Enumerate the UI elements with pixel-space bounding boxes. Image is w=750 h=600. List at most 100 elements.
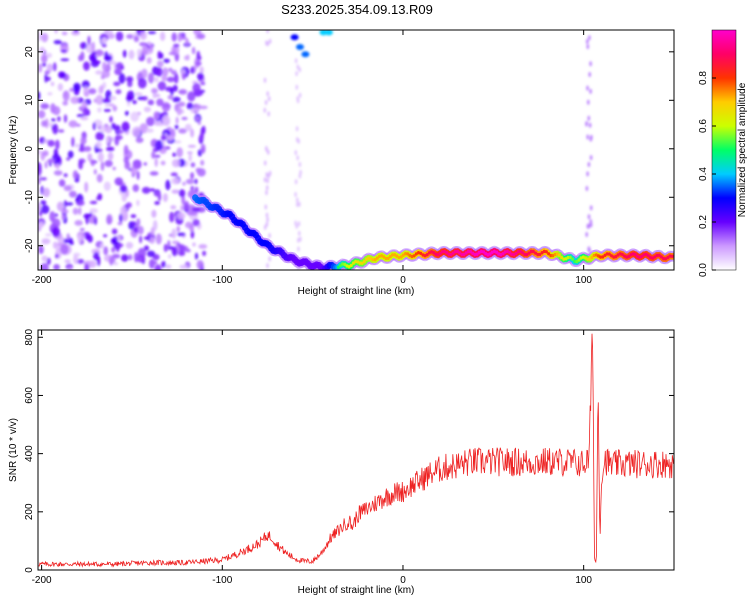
- noise-blob: [102, 97, 111, 104]
- noise-blob: [267, 149, 270, 155]
- noise-blob: [117, 130, 124, 134]
- ridge-mark: [518, 249, 522, 254]
- noise-blob: [105, 55, 113, 62]
- noise-blob: [51, 226, 61, 238]
- ridge-mark: [436, 253, 440, 257]
- ridge-mark: [514, 251, 518, 256]
- noise-blob: [109, 257, 116, 264]
- noise-blob: [57, 116, 61, 122]
- ridge-mark: [466, 249, 470, 254]
- noise-blob: [151, 151, 156, 159]
- noise-blob: [179, 264, 189, 269]
- noise-blob: [587, 246, 590, 252]
- noise-blob: [107, 152, 114, 161]
- noise-blob: [80, 42, 87, 50]
- noise-blob: [295, 126, 299, 132]
- noise-blob: [141, 44, 149, 56]
- ridge-mark: [527, 251, 531, 255]
- noise-blob: [194, 252, 199, 260]
- noise-blob: [74, 220, 83, 226]
- noise-blob: [83, 61, 90, 71]
- noise-blob: [134, 92, 143, 96]
- noise-blob: [46, 63, 54, 73]
- ridge-mark: [560, 255, 564, 260]
- noise-blob: [183, 200, 190, 211]
- ridge-mark: [349, 263, 353, 268]
- noise-blob: [202, 250, 207, 256]
- noise-blob: [44, 70, 50, 75]
- noise-blob: [68, 267, 72, 270]
- noise-blob: [44, 73, 48, 83]
- noise-blob: [197, 121, 201, 125]
- noise-blob: [87, 153, 93, 162]
- noise-blob: [70, 96, 79, 105]
- noise-blob: [73, 30, 79, 33]
- noise-blob: [154, 264, 162, 270]
- noise-blob: [173, 43, 180, 48]
- ridge-mark: [614, 255, 618, 259]
- noise-blob: [589, 219, 592, 225]
- noise-blob: [181, 195, 186, 205]
- noise-blob: [150, 227, 155, 236]
- y-tick-label: -20: [24, 238, 35, 253]
- noise-blob: [147, 41, 152, 46]
- figure-title: S233.2025.354.09.13.R09: [281, 2, 433, 17]
- noise-blob: [156, 98, 164, 107]
- ridge-mark: [406, 252, 410, 256]
- y-tick-label: 0: [24, 567, 35, 573]
- noise-blob: [146, 57, 152, 64]
- noise-blob: [75, 197, 80, 203]
- noise-blob: [117, 221, 123, 226]
- noise-blob: [105, 125, 112, 134]
- noise-blob: [296, 64, 299, 70]
- noise-blob: [106, 146, 115, 152]
- ridge-mark: [341, 262, 345, 266]
- noise-blob: [100, 161, 105, 171]
- noise-blob: [160, 134, 167, 141]
- noise-blob: [178, 128, 187, 134]
- noise-blob: [119, 213, 123, 223]
- noise-blob: [107, 33, 115, 39]
- noise-blob: [38, 245, 44, 255]
- x-tick-label: 0: [400, 575, 406, 586]
- noise-blob: [190, 67, 194, 74]
- noise-blob: [194, 186, 199, 194]
- colorbar-tick-label: 0.6: [698, 119, 709, 133]
- noise-blob: [40, 200, 47, 205]
- noise-blob: [58, 179, 66, 187]
- noise-blob: [170, 205, 177, 210]
- ridge-mark: [620, 252, 624, 257]
- noise-blob: [294, 58, 298, 64]
- noise-blob: [173, 140, 182, 144]
- noise-blob: [160, 160, 166, 166]
- noise-blob: [105, 135, 110, 144]
- noise-blob: [120, 206, 127, 216]
- noise-blob: [298, 173, 302, 179]
- noise-blob: [196, 260, 204, 270]
- noise-blob: [101, 43, 107, 48]
- noise-blob: [170, 172, 178, 177]
- noise-blob: [80, 116, 89, 121]
- ridge-mark: [462, 252, 466, 257]
- noise-blob: [298, 201, 301, 207]
- noise-blob: [184, 55, 189, 61]
- noise-blob: [588, 122, 592, 128]
- noise-blob: [103, 234, 108, 238]
- colorbar-tick-label: 0.2: [698, 215, 709, 229]
- noise-blob: [93, 169, 97, 175]
- noise-blob: [83, 146, 92, 152]
- noise-blob: [155, 140, 164, 151]
- noise-blob: [103, 181, 111, 191]
- ridge-mark: [605, 252, 609, 256]
- noise-blob: [137, 77, 147, 89]
- noise-blob: [41, 120, 48, 127]
- noise-blob: [111, 123, 117, 130]
- ridge-mark: [445, 251, 449, 255]
- noise-blob: [45, 233, 52, 237]
- noise-blob: [589, 88, 592, 94]
- noise-blob: [294, 192, 297, 197]
- ridge-mark: [566, 255, 570, 260]
- noise-blob: [189, 224, 194, 233]
- noise-blob: [192, 82, 201, 94]
- noise-blob: [177, 232, 186, 237]
